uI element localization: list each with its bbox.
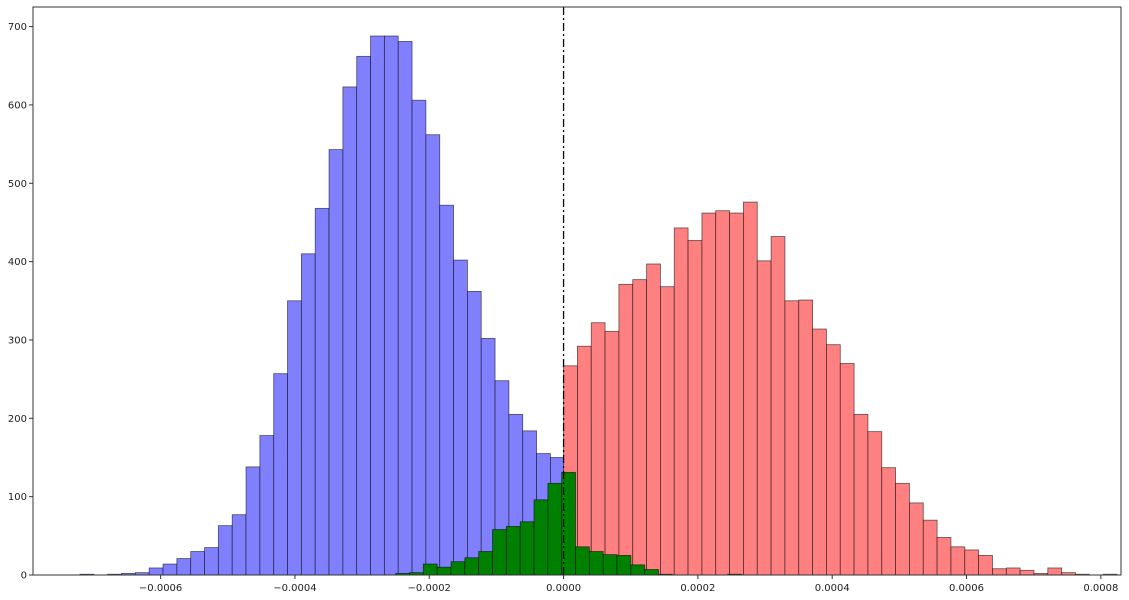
histogram-bar: [314, 207, 330, 576]
histogram-bar: [450, 561, 466, 576]
histogram-bar: [148, 567, 164, 576]
histogram-bar: [505, 526, 521, 576]
histogram-bar: [422, 563, 438, 576]
histogram-bar: [618, 283, 634, 576]
histogram-bar: [784, 300, 800, 576]
histogram-bar: [370, 35, 385, 576]
histogram-bar: [217, 525, 233, 576]
histogram-bar: [231, 514, 247, 576]
histogram-bar: [478, 551, 493, 576]
x-tick-label: 0.0004: [815, 583, 850, 594]
histogram-bar: [273, 373, 288, 576]
histogram-bar: [588, 551, 604, 576]
histogram-bar: [259, 435, 275, 576]
histogram-bar: [798, 299, 814, 576]
histogram-bar: [743, 201, 758, 576]
histogram-bar: [867, 431, 883, 576]
y-tick-label: 700: [8, 22, 27, 33]
x-axis: −0.0006 −0.0004 −0.0002 0.0000 0.0002 0.0004 0…: [139, 575, 1118, 594]
histogram-bar: [439, 204, 454, 576]
histogram-bar: [519, 521, 535, 576]
histogram-bar: [590, 322, 606, 576]
histogram-bar: [1047, 567, 1063, 576]
histogram-bar: [342, 86, 358, 576]
histogram-bar: [978, 555, 993, 576]
x-tick-label: 0.0008: [1083, 583, 1118, 594]
histogram-bar: [547, 482, 563, 576]
histogram-bar: [853, 413, 869, 576]
histogram-bar: [881, 467, 897, 576]
histogram-bar: [839, 363, 855, 576]
histogram-bar: [701, 212, 717, 576]
histogram-bar: [411, 99, 427, 576]
histogram-bar: [425, 134, 441, 576]
histogram-bar: [646, 263, 661, 576]
histogram-bar: [644, 569, 659, 576]
histogram-bar: [492, 529, 507, 576]
histogram-bar: [300, 253, 316, 576]
histogram-bar: [190, 551, 205, 576]
x-tick-label: −0.0004: [273, 583, 316, 594]
histogram-bar: [466, 290, 482, 576]
histogram-bar: [383, 35, 399, 576]
x-tick-label: 0.0000: [546, 583, 581, 594]
histogram-bar: [673, 227, 689, 576]
histogram-bar: [616, 555, 632, 576]
histogram-bar: [1019, 569, 1035, 576]
histogram-bar: [577, 345, 592, 576]
histogram-bar: [533, 499, 549, 576]
y-tick-label: 0: [21, 571, 27, 582]
histogram-bar: [909, 502, 924, 576]
histogram-bar: [687, 240, 703, 576]
histogram-bar: [812, 328, 827, 576]
histogram-bar: [162, 563, 178, 576]
histogram-bar: [950, 546, 966, 576]
histogram-bar: [729, 212, 744, 576]
histogram-bar: [632, 279, 647, 576]
histogram-bar: [1005, 567, 1021, 576]
histogram-bar: [397, 41, 413, 576]
histogram-bar: [287, 300, 302, 576]
x-tick-label: 0.0006: [949, 583, 984, 594]
histogram-bar: [964, 549, 980, 576]
histogram-bar: [715, 210, 730, 576]
histogram-bar: [464, 557, 480, 576]
x-tick-label: −0.0002: [408, 583, 451, 594]
histogram-bar: [436, 566, 452, 576]
histogram-bar: [575, 546, 590, 576]
histogram-bar: [936, 536, 952, 576]
y-tick-label: 500: [8, 179, 27, 190]
y-tick-label: 600: [8, 100, 27, 111]
histogram-bar: [602, 554, 618, 576]
histogram-bar: [756, 260, 772, 576]
histogram-bar: [453, 259, 468, 576]
histogram-bar: [176, 558, 192, 576]
x-tick-label: −0.0006: [139, 583, 182, 594]
histogram-bar: [826, 344, 841, 576]
histogram-bar: [245, 466, 261, 576]
histogram-bar: [328, 149, 344, 576]
x-tick-label: 0.0002: [680, 583, 715, 594]
plot-frame: [32, 6, 1122, 576]
histogram-bar: [630, 564, 646, 576]
y-tick-label: 300: [8, 335, 27, 346]
histogram-bar: [660, 286, 675, 576]
histogram-bar: [204, 547, 219, 576]
y-tick-label: 400: [8, 257, 27, 268]
histogram-bar: [922, 519, 938, 576]
histogram-bar: [992, 568, 1007, 576]
histogram-bar: [895, 482, 910, 576]
y-tick-label: 100: [8, 492, 27, 503]
y-axis: 0 100 200 300 400 500 600 700: [8, 22, 33, 582]
histogram-bar: [604, 330, 620, 576]
y-tick-label: 200: [8, 414, 27, 425]
histogram-bar: [356, 55, 371, 576]
histogram-bar: [770, 236, 786, 576]
